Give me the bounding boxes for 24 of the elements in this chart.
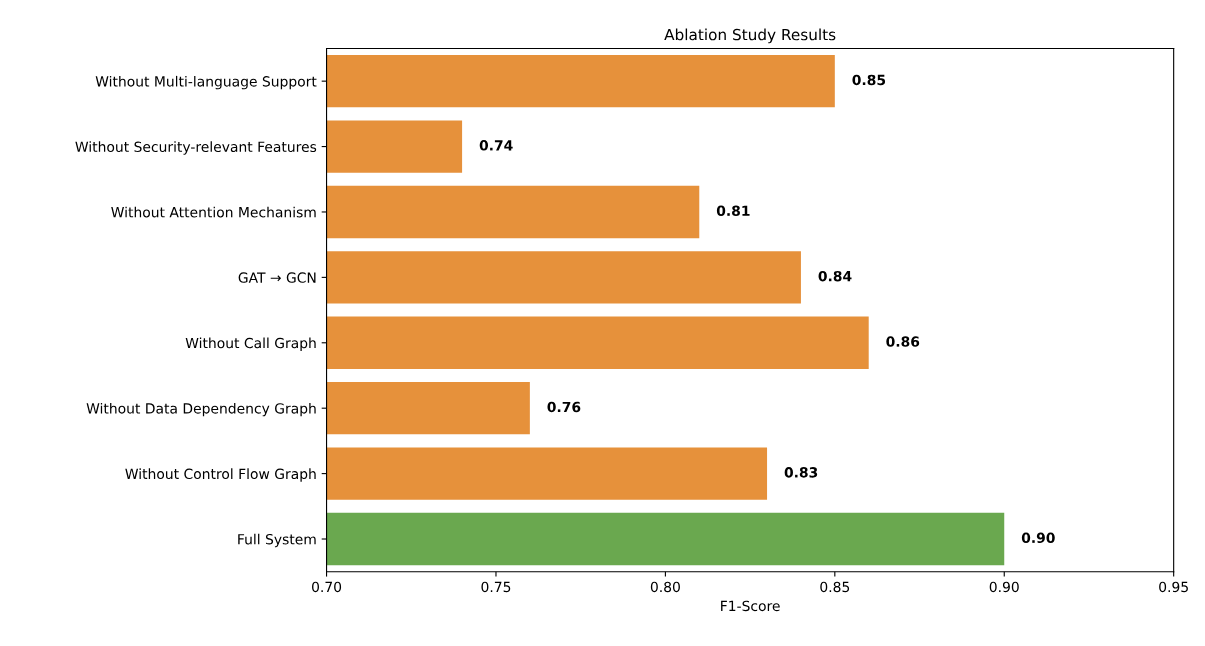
data-label: 0.83 bbox=[784, 467, 818, 478]
y-tick-label: Without Data Dependency Graph bbox=[86, 402, 316, 417]
x-tick-label: 0.85 bbox=[820, 581, 850, 593]
y-tick-label: Without Call Graph bbox=[185, 337, 316, 351]
y-tick-label: Without Multi-language Support bbox=[95, 75, 317, 90]
y-tick-label: Full System bbox=[238, 533, 316, 548]
x-tick-label: 0.80 bbox=[650, 581, 680, 593]
x-tick-label: 0.75 bbox=[481, 581, 511, 593]
chart-title: Ablation Study Results bbox=[664, 28, 836, 44]
x-tick-label: 0.95 bbox=[1159, 581, 1188, 593]
x-axis-title: F1-Score bbox=[721, 600, 780, 612]
data-label: 0.86 bbox=[886, 336, 920, 347]
data-label: 0.76 bbox=[547, 401, 581, 413]
x-tick-label: 0.90 bbox=[989, 581, 1019, 593]
data-label: 0.74 bbox=[479, 140, 513, 151]
data-label: 0.85 bbox=[852, 74, 886, 86]
y-tick-label: Without Attention Mechanism bbox=[111, 206, 316, 218]
x-tick-label: 0.70 bbox=[312, 581, 342, 593]
data-label: 0.81 bbox=[716, 205, 750, 216]
y-tick-label: Without Control Flow Graph bbox=[125, 468, 316, 482]
y-tick-label: GAT → GCN bbox=[238, 272, 316, 283]
data-label: 0.90 bbox=[1021, 532, 1055, 544]
data-label: 0.84 bbox=[818, 270, 852, 282]
y-tick-label: Without Security-relevant Features bbox=[75, 141, 317, 155]
